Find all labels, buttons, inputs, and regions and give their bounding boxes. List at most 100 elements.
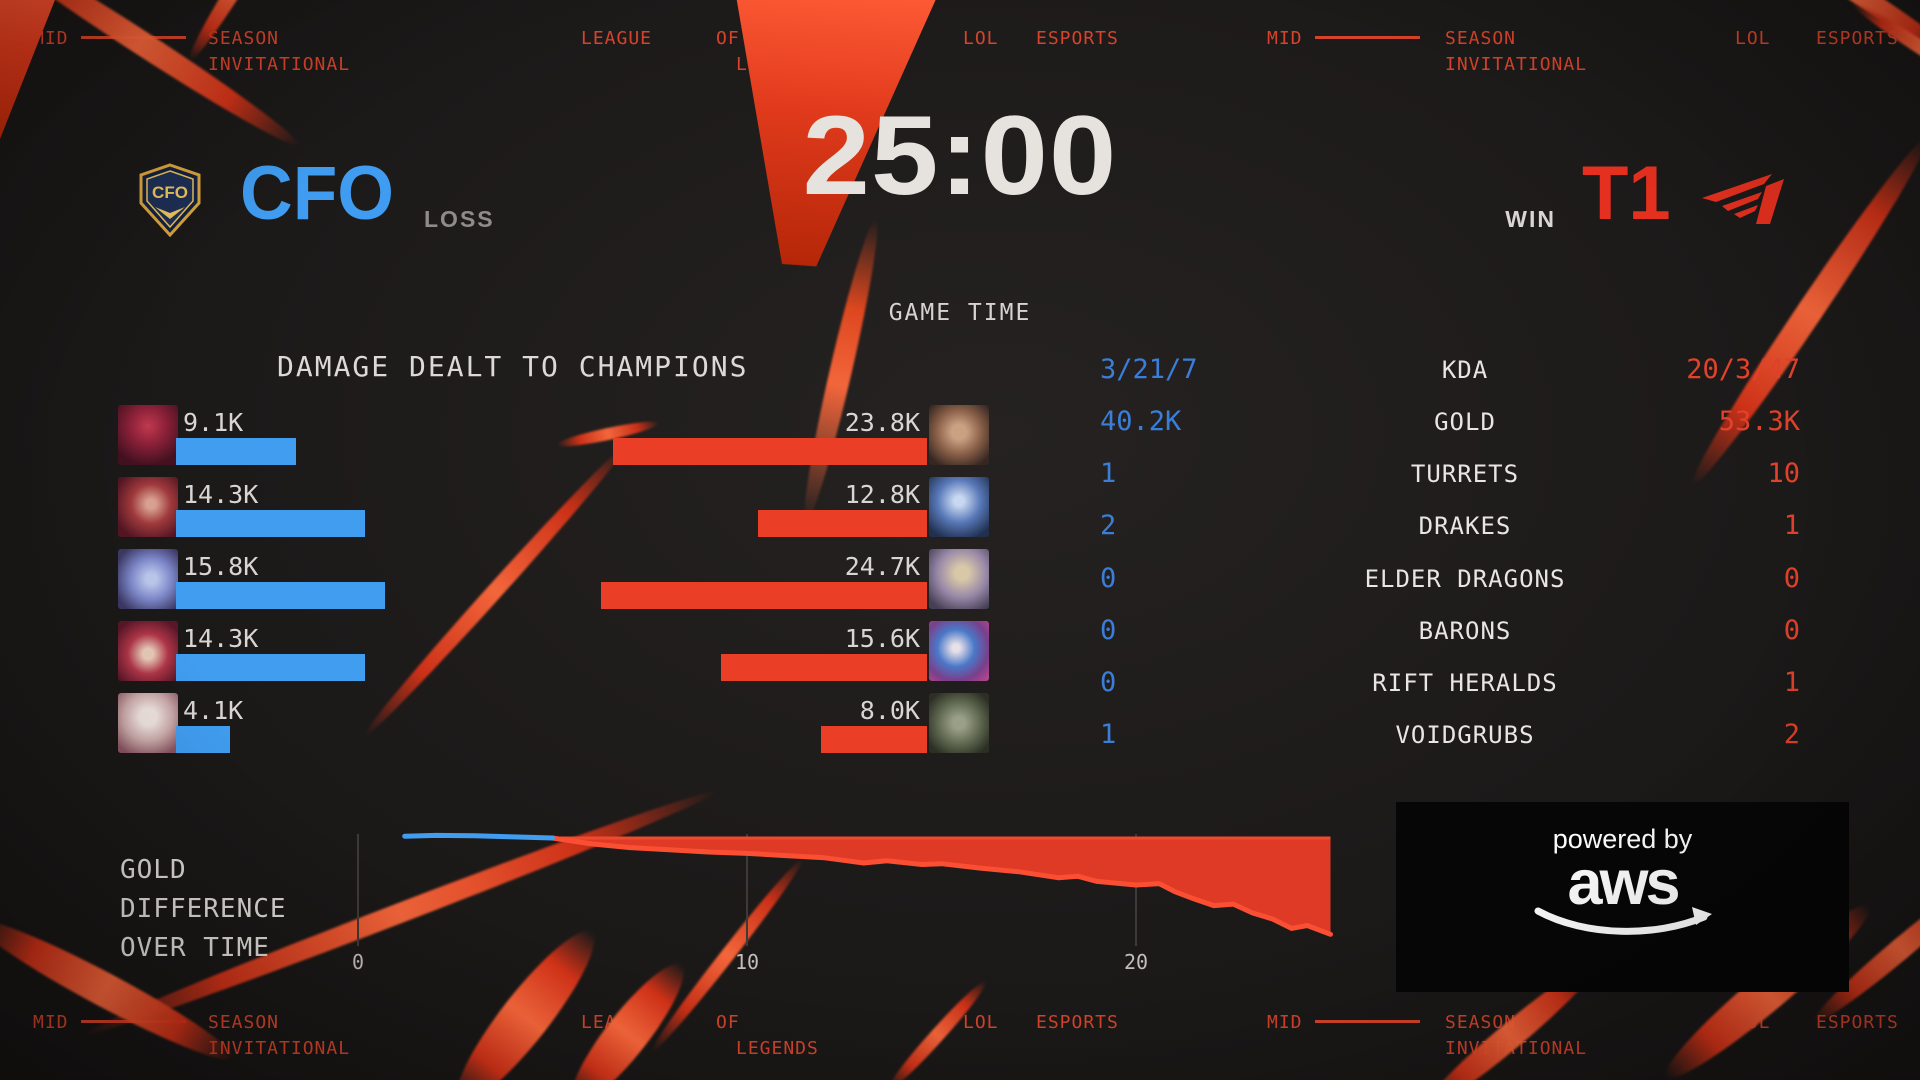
damage-value-cfo: 4.1K: [183, 696, 244, 725]
axis-tick-label: 20: [1123, 950, 1149, 974]
damage-value-cfo: 9.1K: [183, 408, 244, 437]
t1-team-logo-icon: [1702, 174, 1784, 224]
damage-bar-t1: [758, 510, 927, 537]
champion-portrait: [118, 477, 178, 537]
axis-tick-label: 10: [734, 950, 760, 974]
damage-bar-t1: [821, 726, 927, 753]
damage-bar-cfo: [176, 582, 385, 609]
stat-value-cfo: 3/21/7: [1100, 354, 1198, 385]
stat-value-t1: 20/3/47: [1686, 354, 1800, 385]
ticker-item: LOL: [1735, 28, 1771, 49]
champion-portrait: [118, 405, 178, 465]
ticker-item: LEAGUE: [581, 28, 652, 49]
ticker-item-line1: SEASON: [208, 1012, 280, 1033]
t1-gold-lead-area: [552, 838, 1331, 935]
ticker-item: SEASON INVITATIONAL: [208, 28, 350, 75]
stat-value-cfo: 1: [1100, 458, 1117, 489]
ticker-item: ESPORTS: [1036, 1012, 1119, 1033]
champion-portrait: [118, 621, 178, 681]
damage-bar-cfo: [176, 510, 365, 537]
ticker-item-line1: ESPORTS: [1816, 1012, 1899, 1033]
damage-value-cfo: 14.3K: [183, 480, 259, 509]
gold-chart-title-line3: OVER TIME: [120, 933, 270, 963]
ticker-item-line1: MID: [1267, 28, 1303, 49]
stat-value-cfo: 1: [1100, 719, 1117, 750]
gold-difference-chart: [357, 832, 1333, 946]
damage-bar-t1: [721, 654, 927, 681]
team-left-result: LOSS: [424, 206, 495, 232]
damage-value-t1: 12.8K: [844, 480, 920, 509]
damage-bar-t1: [613, 438, 927, 465]
champion-portrait: [118, 549, 178, 609]
ticker-item-line1: SEASON: [208, 28, 280, 49]
ticker-item-line1: OF: [716, 1012, 740, 1033]
stat-value-t1: 2: [1783, 719, 1800, 750]
damage-value-t1: 23.8K: [844, 408, 920, 437]
damage-value-t1: 15.6K: [844, 624, 920, 653]
ticker-item: ESPORTS: [1036, 28, 1119, 49]
stat-value-t1: 53.3K: [1718, 406, 1800, 437]
damage-bar-cfo: [176, 654, 365, 681]
ticker-item-line1: MID: [1267, 1012, 1303, 1033]
stat-value-cfo: 0: [1100, 667, 1117, 698]
ticker-item-line1: ESPORTS: [1816, 28, 1899, 49]
ticker-item: SEASON INVITATIONAL: [208, 1012, 350, 1059]
stat-label: DRAKES: [1418, 512, 1512, 540]
damage-value-t1: 8.0K: [859, 696, 920, 725]
stat-value-cfo: 0: [1100, 615, 1117, 646]
aws-logo-text: aws: [1567, 848, 1680, 918]
ticker-item-line1: ESPORTS: [1036, 28, 1119, 49]
damage-bar-t1: [601, 582, 927, 609]
stat-label: KDA: [1441, 356, 1489, 384]
damage-value-t1: 24.7K: [844, 552, 920, 581]
ticker-item-line1: ESPORTS: [1036, 1012, 1119, 1033]
stat-value-t1: 0: [1783, 563, 1800, 594]
game-time-label: GAME TIME: [888, 300, 1032, 326]
ticker-dash: [1315, 1020, 1420, 1023]
stat-label: TURRETS: [1410, 460, 1520, 488]
stat-label: ELDER DRAGONS: [1364, 565, 1566, 593]
ticker-item-line1: MID: [33, 1012, 69, 1033]
team-right-result: WIN: [1505, 206, 1556, 232]
axis-tick-label: 0: [351, 950, 365, 974]
damage-value-cfo: 14.3K: [183, 624, 259, 653]
stat-value-t1: 1: [1783, 667, 1800, 698]
ticker-item-line1: SEASON: [1445, 28, 1517, 49]
cfo-logo-text: CFO: [152, 183, 188, 202]
ticker-item: MID: [1267, 1012, 1420, 1033]
ticker-item-line2: INVITATIONAL: [208, 1038, 351, 1059]
champion-portrait: [929, 621, 989, 681]
ticker-item-line1: LOL: [963, 28, 999, 49]
champion-portrait: [929, 549, 989, 609]
ticker-item: MID: [1267, 28, 1420, 49]
aws-smile-arrow-icon: [1534, 906, 1712, 935]
gold-chart-title-line2: DIFFERENCE: [120, 894, 287, 924]
ticker-item-line2: INVITATIONAL: [208, 54, 351, 75]
stat-value-t1: 0: [1783, 615, 1800, 646]
gold-diff-line-t1: [550, 835, 1333, 937]
champion-portrait: [929, 477, 989, 537]
damage-bar-cfo: [176, 438, 296, 465]
champion-portrait: [929, 405, 989, 465]
gold-chart-title-line1: GOLD: [120, 855, 187, 885]
ticker-item-line1: LEAGUE: [581, 28, 653, 49]
stat-value-t1: 1: [1783, 510, 1800, 541]
ticker-dash: [1315, 36, 1420, 39]
ticker-item-line1: OF: [716, 28, 740, 49]
damage-bar-cfo: [176, 726, 230, 753]
ticker-item-line2: INVITATIONAL: [1445, 54, 1588, 75]
damage-panel-title: DAMAGE DEALT TO CHAMPIONS: [277, 350, 749, 383]
team-right-name: T1: [1582, 151, 1671, 236]
ticker-item: LOL: [963, 28, 999, 49]
ticker-item-line1: SEASON: [1445, 1012, 1517, 1033]
stat-label: GOLD: [1434, 408, 1496, 436]
game-timer: 25:00: [802, 93, 1118, 218]
stat-value-cfo: 2: [1100, 510, 1117, 541]
gold-diff-line-cfo: [402, 832, 555, 841]
ticker-item: ESPORTS: [1816, 28, 1899, 49]
damage-value-cfo: 15.8K: [183, 552, 259, 581]
stat-label: VOIDGRUBS: [1395, 721, 1535, 749]
